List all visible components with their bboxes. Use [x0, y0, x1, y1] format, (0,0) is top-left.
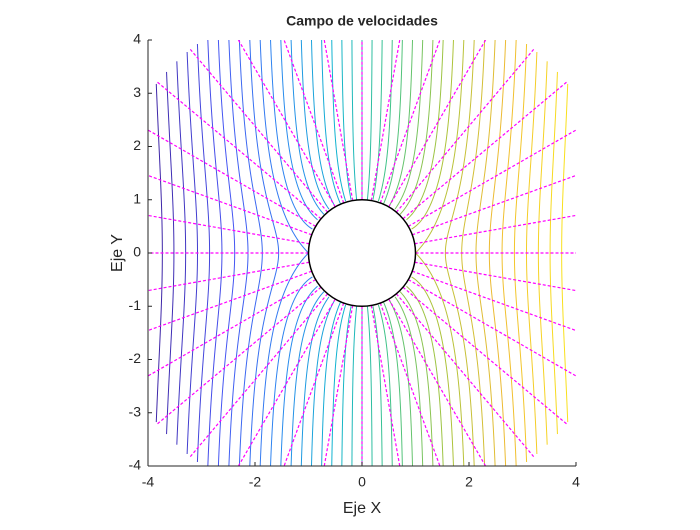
x-axis-label: Eje X	[343, 500, 382, 517]
velocity-ray	[388, 40, 487, 208]
contour-line	[549, 71, 558, 435]
velocity-ray	[148, 174, 312, 236]
contour-line	[383, 40, 403, 466]
y-tick-label: 3	[133, 84, 141, 100]
contour-line	[377, 40, 393, 466]
contour-line	[394, 40, 424, 466]
velocity-ray	[189, 293, 329, 458]
contour-line	[280, 40, 318, 466]
velocity-ray	[408, 129, 576, 227]
x-tick-label: 2	[465, 474, 473, 490]
y-tick-label: -2	[129, 350, 142, 366]
contour-line	[444, 40, 475, 466]
contour-line	[406, 40, 444, 466]
contour-line	[310, 40, 336, 466]
x-tick-label: 0	[358, 474, 366, 490]
velocity-ray	[414, 261, 576, 292]
contour-line	[331, 40, 347, 466]
axes: -4 -2 0 2 4 -4 -3 -2 -1 0 1 2 3 4	[129, 31, 581, 490]
velocity-ray	[148, 214, 310, 245]
velocity-ray	[237, 40, 336, 208]
contour-line	[166, 71, 175, 435]
velocity-ray	[379, 40, 441, 204]
contour-line	[290, 40, 325, 466]
y-axis-label: Eje Y	[109, 234, 126, 272]
velocity-ray	[388, 298, 487, 466]
velocity-ray	[395, 48, 535, 213]
velocity-ray	[402, 286, 568, 425]
velocity-ray	[323, 305, 354, 466]
velocity-ray	[379, 302, 441, 466]
velocity-ray	[412, 270, 576, 332]
contour-line	[351, 40, 358, 466]
contour-line	[196, 43, 211, 463]
y-tick-label: 1	[133, 190, 141, 206]
velocity-ray	[283, 40, 345, 204]
velocity-ray	[156, 81, 322, 220]
contour-line	[366, 40, 373, 466]
velocity-ray	[412, 174, 576, 236]
contour-line	[513, 43, 528, 463]
y-tick-label: 2	[133, 137, 141, 153]
contour-line	[399, 40, 434, 466]
contour-line	[488, 40, 507, 466]
y-tick-label: -4	[129, 457, 142, 473]
velocity-ray	[402, 81, 568, 220]
y-tick-label: -1	[129, 297, 142, 313]
velocity-ray	[148, 279, 316, 377]
velocity-ray	[148, 270, 312, 332]
y-tick-label: -3	[129, 403, 142, 419]
velocity-ray	[370, 40, 401, 201]
contour-line	[388, 40, 414, 466]
velocity-ray	[370, 305, 401, 466]
velocity-ray	[283, 302, 345, 466]
velocity-ray	[323, 40, 354, 201]
chart-title: Campo de velocidades	[286, 13, 438, 29]
cylinder	[307, 199, 417, 307]
contour-line	[300, 40, 330, 466]
velocity-ray	[189, 48, 329, 213]
contour-line	[217, 40, 236, 466]
x-tick-label: -4	[142, 474, 155, 490]
velocity-ray	[148, 261, 310, 292]
contour-line	[249, 40, 280, 466]
velocity-ray	[395, 293, 535, 458]
velocity-ray	[408, 279, 576, 377]
y-tick-label: 4	[133, 31, 141, 47]
velocity-ray	[156, 286, 322, 425]
velocity-ray	[414, 214, 576, 245]
x-tick-label: -2	[249, 474, 262, 490]
velocity-ray	[237, 298, 336, 466]
y-tick-label: 0	[133, 244, 141, 260]
x-tick-label: 4	[572, 474, 580, 490]
velocity-ray	[148, 129, 316, 227]
contour-line	[321, 40, 341, 466]
plot-area	[148, 40, 576, 466]
